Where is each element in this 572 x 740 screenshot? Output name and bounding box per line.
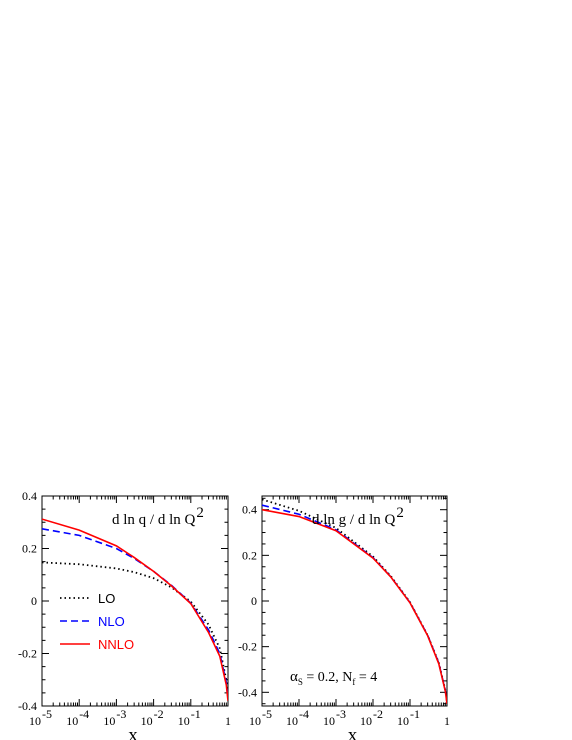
y-tick-label: 0 — [31, 594, 37, 608]
y-tick-label: -0.4 — [18, 699, 37, 713]
y-tick-label: 0.2 — [22, 542, 37, 556]
annotation-alpha-rest: = 0.2, N — [303, 670, 353, 685]
x-tick-label: 10 -1 — [178, 707, 201, 728]
right-panel-dlng: 0.40.20-0.2-0.410 -5 10 -4 10 -3 10 -2 10 -1 1xd l… — [238, 495, 450, 740]
annotation-nf-sub: f — [352, 677, 355, 687]
x-tick-base: 10 — [66, 714, 78, 728]
x-axis-label: x — [128, 725, 138, 740]
y-axis-ticks — [262, 497, 447, 705]
y-tick-label: 0.2 — [242, 548, 257, 562]
svg-text:αS = 0.2, Nf = 4: αS = 0.2, Nf = 4 — [290, 669, 377, 687]
y-tick-label: -0.4 — [238, 685, 257, 699]
series-group — [42, 518, 228, 701]
x-axis-ticks — [41, 496, 229, 706]
panel-title-superscript: 2 — [196, 505, 204, 521]
x-tick-exponent: -3 — [116, 707, 126, 721]
x-axis-label: x — [348, 725, 358, 740]
x-tick-base: 10 — [249, 714, 261, 728]
y-tick-label: 0.4 — [22, 489, 37, 503]
x-tick-base: 1 — [444, 714, 450, 728]
x-tick-label: 10 -2 — [141, 707, 164, 728]
x-tick-label: 10 -3 — [323, 707, 346, 728]
x-tick-label: 10 -1 — [397, 707, 420, 728]
y-tick-label: -0.2 — [238, 640, 257, 654]
x-tick-exponent: -1 — [191, 707, 201, 721]
series-line-lo — [42, 561, 228, 696]
x-tick-base: 10 — [397, 714, 409, 728]
legend-label-nlo: NLO — [98, 614, 125, 629]
y-axis-ticks — [42, 495, 228, 707]
annotation-nf-rest: = 4 — [355, 670, 377, 685]
y-tick-label: 0 — [251, 594, 257, 608]
x-tick-exponent: -4 — [79, 707, 89, 721]
x-tick-label: 1 — [225, 714, 231, 728]
x-tick-label: 10 -4 — [66, 707, 89, 728]
x-tick-label: 10 -5 — [249, 707, 272, 728]
x-tick-exponent: -4 — [299, 707, 309, 721]
x-tick-label: 10 -5 — [29, 707, 52, 728]
y-tick-label: -0.2 — [18, 647, 37, 661]
panel-title-superscript: 2 — [396, 505, 404, 521]
annotation-alpha-sub: S — [298, 677, 303, 687]
legend-label-nnlo: NNLO — [98, 637, 134, 652]
x-tick-base: 10 — [141, 714, 153, 728]
series-line-nnlo — [262, 508, 447, 704]
parameter-annotation: αS = 0.2, Nf = 4 — [290, 669, 377, 687]
left-panel-dlnq: 0.40.20-0.2-0.410 -5 10 -4 10 -3 10 -2 10 -1 1xd l… — [18, 489, 231, 740]
x-tick-base: 10 — [29, 714, 41, 728]
legend: LO NLO NNLO — [60, 591, 134, 652]
x-tick-base: 10 — [360, 714, 372, 728]
x-tick-base: 1 — [225, 714, 231, 728]
series-line-nnlo — [42, 518, 228, 701]
annotation-alpha: α — [290, 669, 298, 685]
series-group — [262, 498, 447, 704]
y-tick-label: 0.4 — [242, 503, 257, 517]
x-tick-label: 10 -3 — [103, 707, 126, 728]
legend-label-lo: LO — [98, 591, 115, 606]
x-tick-exponent: -1 — [410, 707, 420, 721]
x-tick-exponent: -5 — [42, 707, 52, 721]
x-tick-exponent: -5 — [262, 707, 272, 721]
x-tick-base: 10 — [286, 714, 298, 728]
x-tick-base: 10 — [178, 714, 190, 728]
panel-title-text: d ln q / d ln Q — [112, 512, 196, 528]
x-tick-exponent: -2 — [154, 707, 164, 721]
x-tick-exponent: -3 — [336, 707, 346, 721]
panel-title-text: d ln g / d ln Q — [312, 512, 396, 528]
x-tick-base: 10 — [103, 714, 115, 728]
x-tick-label: 10 -2 — [360, 707, 383, 728]
x-tick-label: 10 -4 — [286, 707, 309, 728]
x-tick-exponent: -2 — [373, 707, 383, 721]
x-tick-label: 1 — [444, 714, 450, 728]
x-tick-base: 10 — [323, 714, 335, 728]
